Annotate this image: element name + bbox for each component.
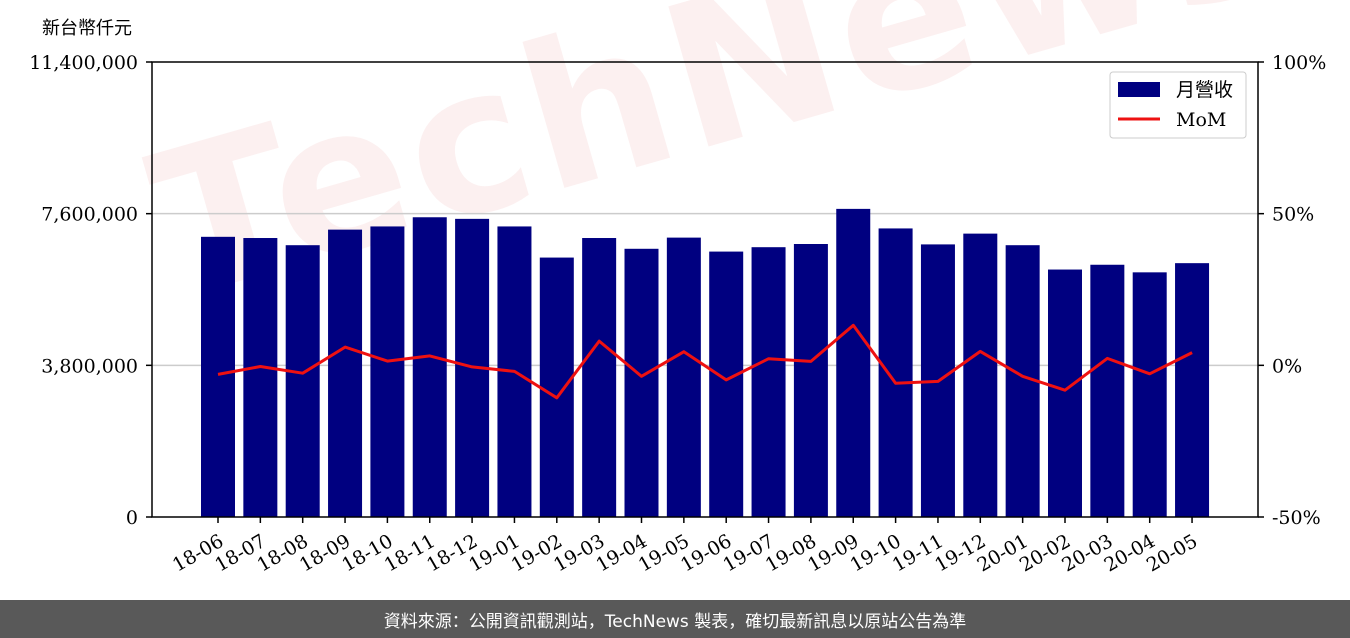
bar <box>666 237 701 518</box>
bar <box>878 228 913 517</box>
bar <box>539 257 574 517</box>
bar <box>285 245 320 517</box>
y-left-tick-label: 11,400,000 <box>29 52 138 74</box>
bar <box>1132 272 1167 517</box>
bar <box>1175 263 1210 517</box>
y-right-tick-label: 100% <box>1272 52 1326 74</box>
bar <box>709 251 744 518</box>
y-right-tick-label: 0% <box>1272 355 1302 377</box>
y-left-tick-label: 7,600,000 <box>41 204 138 226</box>
y-axis-unit-label: 新台幣仟元 <box>42 18 132 39</box>
bar <box>751 247 786 517</box>
bar <box>793 244 828 517</box>
plot-frame <box>151 61 1259 518</box>
source-footer: 資料來源：公開資訊觀測站，TechNews 製表，確切最新訊息以原站公告為準 <box>0 600 1350 638</box>
legend-label-mom: MoM <box>1176 109 1226 131</box>
bar <box>836 208 871 517</box>
bar <box>1048 269 1082 517</box>
bar <box>201 236 235 517</box>
mom-line <box>217 323 1193 400</box>
bar <box>582 238 617 517</box>
bar <box>963 233 998 517</box>
y-left-tick-label: 0 <box>126 507 138 529</box>
bar <box>412 217 447 517</box>
legend-label-revenue: 月營收 <box>1176 79 1233 101</box>
y-left-tick-label: 3,800,000 <box>41 355 138 377</box>
bar <box>243 238 278 517</box>
revenue-chart: 0 3,800,000 7,600,000 11,400,000 -50% 0% 50% 10… <box>29 52 1326 576</box>
y-right-tick-label: 50% <box>1272 204 1314 226</box>
bar <box>624 248 659 517</box>
y-right-tick-label: -50% <box>1272 507 1321 529</box>
bar <box>370 226 405 517</box>
bar <box>1090 264 1125 517</box>
legend-swatch-bar <box>1118 82 1160 97</box>
footer-text: 資料來源：公開資訊觀測站，TechNews 製表，確切最新訊息以原站公告為準 <box>383 611 967 632</box>
bar <box>328 229 363 517</box>
